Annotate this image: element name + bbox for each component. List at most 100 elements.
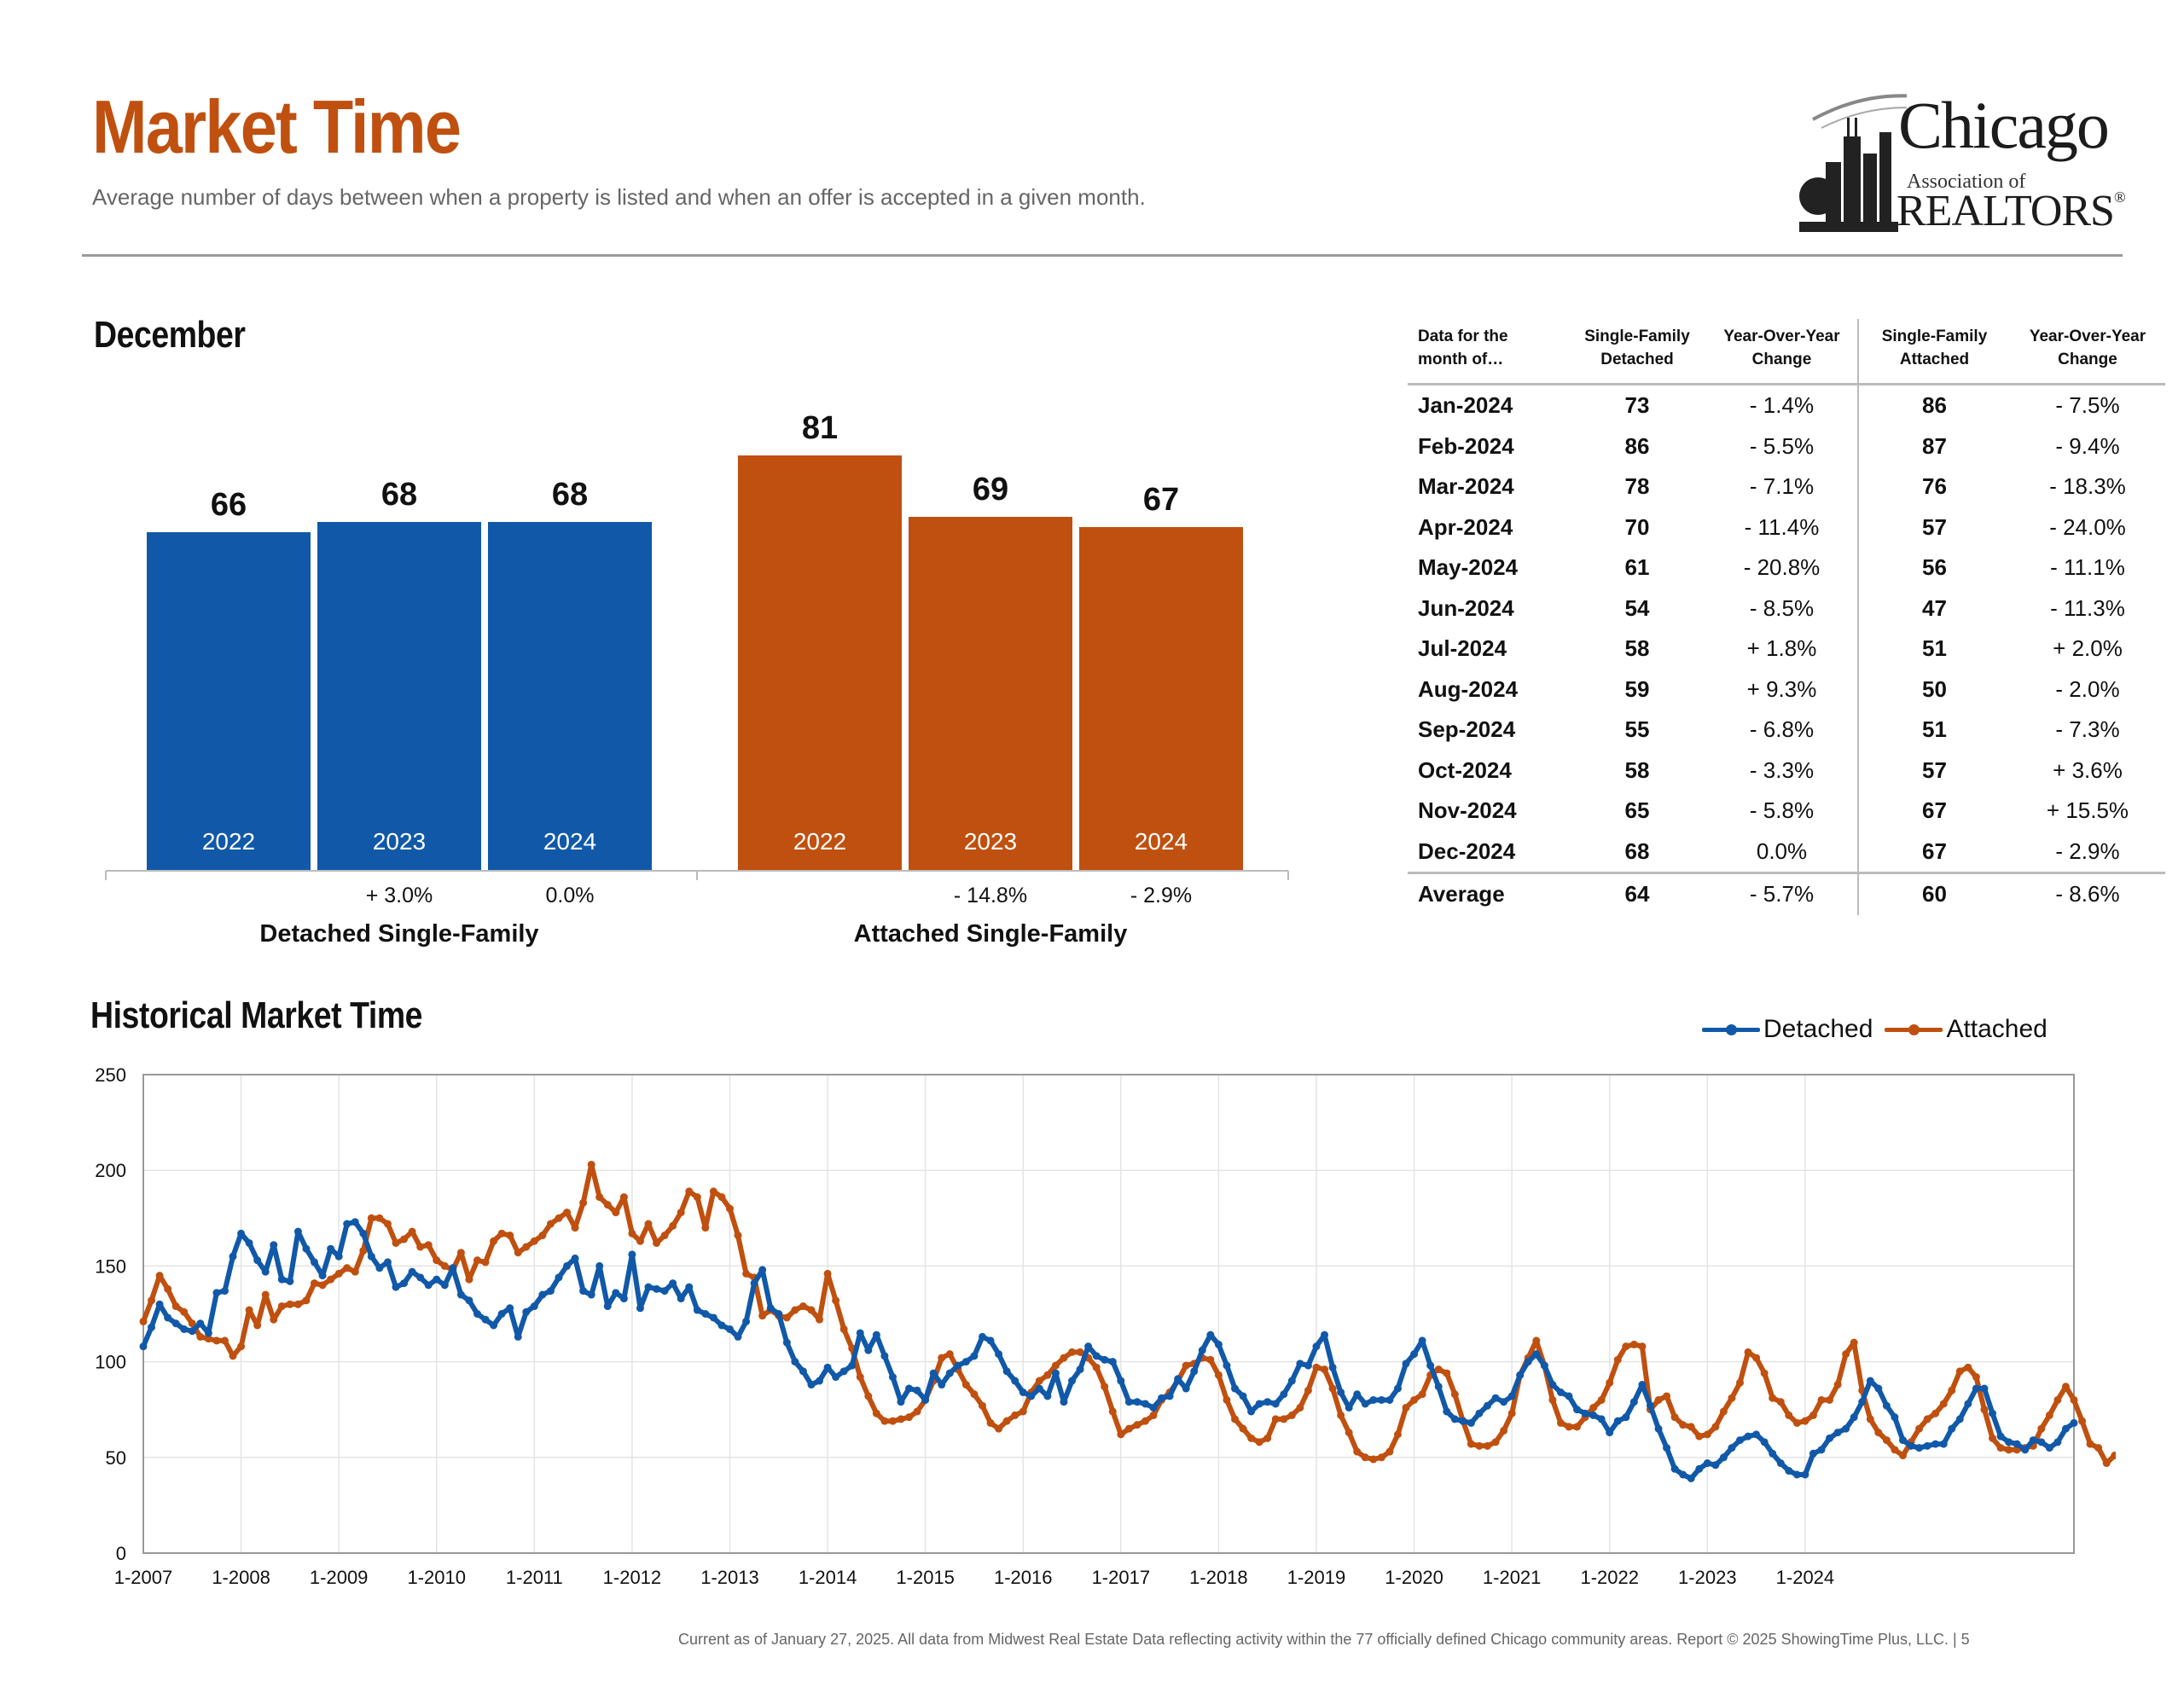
- data-point-attached: [400, 1235, 409, 1244]
- data-point-detached: [986, 1336, 995, 1345]
- data-point-detached: [1996, 1432, 2005, 1441]
- cell-detached: 68: [1624, 838, 1650, 864]
- cell-attached: 47: [1922, 594, 1947, 621]
- data-point-detached: [490, 1321, 498, 1330]
- cell-detached-yoy: + 9.3%: [1706, 669, 1859, 710]
- data-point-attached: [1377, 1453, 1385, 1462]
- page-subtitle: Average number of days between when a pr…: [92, 184, 1146, 210]
- bar-detached-2022: [147, 532, 311, 870]
- x-tick-label: 1-2023: [1678, 1567, 1737, 1588]
- data-point-detached: [1165, 1392, 1174, 1400]
- data-point-detached: [619, 1295, 628, 1303]
- data-point-detached: [1850, 1413, 1858, 1422]
- data-point-detached: [180, 1325, 189, 1333]
- cell-attached: 86: [1922, 392, 1947, 419]
- data-point-detached: [1654, 1424, 1663, 1433]
- data-point-attached: [693, 1193, 701, 1202]
- data-point-attached: [1491, 1438, 1500, 1446]
- data-point-detached: [1711, 1461, 1720, 1470]
- data-point-detached: [139, 1342, 148, 1351]
- data-point-attached: [1776, 1398, 1785, 1406]
- data-point-attached: [1271, 1415, 1280, 1423]
- data-point-attached: [905, 1413, 914, 1422]
- data-point-detached: [497, 1310, 506, 1318]
- data-point-attached: [653, 1238, 661, 1247]
- data-point-detached: [595, 1261, 604, 1270]
- data-point-detached: [1565, 1392, 1573, 1400]
- data-point-attached: [139, 1317, 148, 1325]
- data-point-detached: [1939, 1440, 1948, 1448]
- data-point-attached: [832, 1296, 840, 1305]
- cell-month: Sep-2024: [1418, 716, 1516, 743]
- data-point-detached: [1679, 1470, 1687, 1479]
- data-point-detached: [1019, 1388, 1027, 1397]
- data-point-attached: [1833, 1381, 1842, 1389]
- data-point-detached: [245, 1238, 253, 1247]
- data-point-attached: [2053, 1395, 2062, 1404]
- data-point-attached: [669, 1221, 677, 1230]
- x-tick-label: 1-2010: [407, 1567, 466, 1588]
- cell-detached: 61: [1624, 554, 1650, 581]
- legend-detached-label: Detached: [1763, 1015, 1873, 1043]
- data-point-detached: [1393, 1384, 1402, 1393]
- bar-year-attached-2023: 2023: [964, 828, 1017, 855]
- x-tick-label: 1-2012: [603, 1567, 662, 1588]
- data-point-attached: [1385, 1447, 1394, 1456]
- cell-month: Average: [1408, 872, 1568, 915]
- cell-month: Dec-2024: [1418, 838, 1516, 864]
- data-point-detached: [897, 1398, 905, 1406]
- data-point-attached: [1760, 1369, 1769, 1377]
- data-point-attached: [888, 1417, 897, 1425]
- data-point-attached: [677, 1209, 685, 1217]
- data-point-detached: [1385, 1395, 1394, 1404]
- data-point-attached: [1980, 1406, 1989, 1414]
- december-bar-chart: 66 2022 68 2023 + 3.0% 68 2024 0.0% Detached Sin…: [105, 410, 1289, 948]
- data-point-attached: [2005, 1446, 2013, 1454]
- data-point-detached: [1158, 1394, 1166, 1402]
- data-point-attached: [1663, 1392, 1671, 1400]
- x-tick-label: 1-2007: [114, 1567, 173, 1588]
- data-point-detached: [1703, 1459, 1711, 1468]
- x-tick-label: 1-2016: [994, 1567, 1053, 1588]
- data-point-attached: [1239, 1424, 1247, 1433]
- data-point-attached: [1792, 1418, 1801, 1427]
- data-point-attached: [465, 1275, 473, 1284]
- data-point-attached: [212, 1336, 221, 1345]
- data-point-attached: [359, 1246, 368, 1255]
- cell-attached: 67: [1922, 797, 1947, 824]
- data-point-attached: [1711, 1423, 1720, 1431]
- data-point-detached: [1915, 1444, 1924, 1452]
- data-point-detached: [1907, 1441, 1915, 1450]
- data-point-attached: [351, 1267, 359, 1276]
- bar-value-detached-2022: 66: [211, 487, 247, 523]
- data-point-attached: [1231, 1415, 1240, 1423]
- data-point-detached: [2070, 1418, 2078, 1427]
- data-point-attached: [986, 1418, 995, 1427]
- data-point-attached: [1728, 1394, 1736, 1402]
- x-tick-label: 1-2013: [700, 1567, 759, 1588]
- data-point-attached: [311, 1279, 319, 1288]
- data-point-attached: [1133, 1421, 1141, 1429]
- data-point-detached: [1124, 1398, 1133, 1406]
- series-line-attached: [141, 1162, 2116, 1466]
- data-point-attached: [961, 1381, 970, 1389]
- data-point-attached: [782, 1313, 791, 1322]
- data-point-detached: [1556, 1388, 1565, 1397]
- group-label-detached: Detached Single-Family: [259, 920, 538, 948]
- data-point-attached: [1304, 1386, 1312, 1394]
- bar-change-detached-2024: 0.0%: [546, 884, 595, 907]
- series-line-detached: [141, 1219, 2077, 1481]
- data-point-attached: [318, 1281, 327, 1290]
- data-point-detached: [1663, 1444, 1671, 1452]
- data-point-detached: [1011, 1377, 1019, 1385]
- data-point-detached: [1817, 1446, 1826, 1454]
- data-point-attached: [302, 1296, 311, 1305]
- data-point-attached: [563, 1209, 572, 1217]
- header-month: Data for the month of…: [1408, 319, 1568, 386]
- data-point-attached: [1817, 1395, 1826, 1404]
- cell-detached: 59: [1624, 675, 1650, 702]
- data-point-detached: [1402, 1359, 1410, 1368]
- data-point-detached: [636, 1304, 644, 1313]
- data-point-attached: [970, 1390, 979, 1399]
- table-header-row: Data for the month of… Single-Family Detac…: [1408, 319, 2165, 386]
